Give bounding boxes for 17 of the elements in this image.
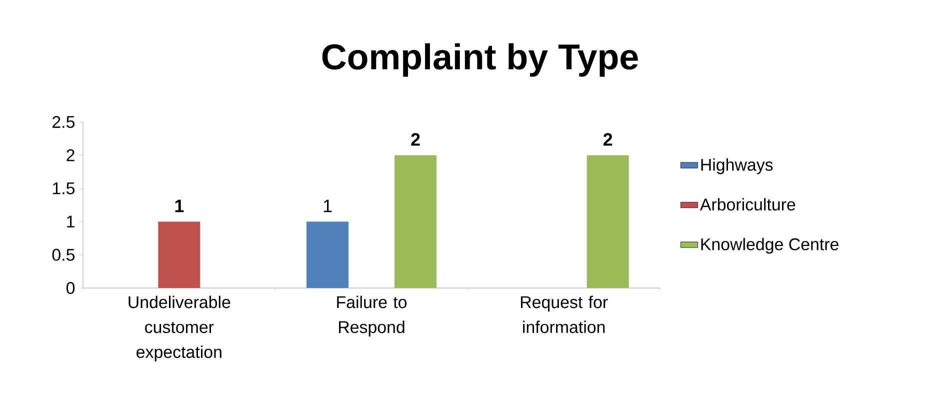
x-tick-label: Request for information [520,296,608,334]
y-tick-label: 1.5 [52,182,75,194]
x-tick-label: Failure to Respond [337,296,407,336]
y-tick-label: 0 [66,282,75,294]
data-label: 1 [324,200,332,212]
data-label: 1 [175,200,184,212]
x-tick-label: Undeliverable customer expectation [128,296,230,362]
chart-title: Complaint by Type [322,43,638,77]
data-label: 2 [603,133,612,146]
legend-label: Arboriculture [700,198,796,211]
legend-label: Highways [701,158,773,174]
legend-label: Knowledge Centre [701,238,838,254]
y-tick-label: 2 [66,149,74,162]
y-tick-label: 1 [67,216,74,228]
y-tick-label: 2.5 [52,116,75,128]
data-label: 2 [411,133,420,146]
y-tick-label: 0.5 [52,248,75,261]
